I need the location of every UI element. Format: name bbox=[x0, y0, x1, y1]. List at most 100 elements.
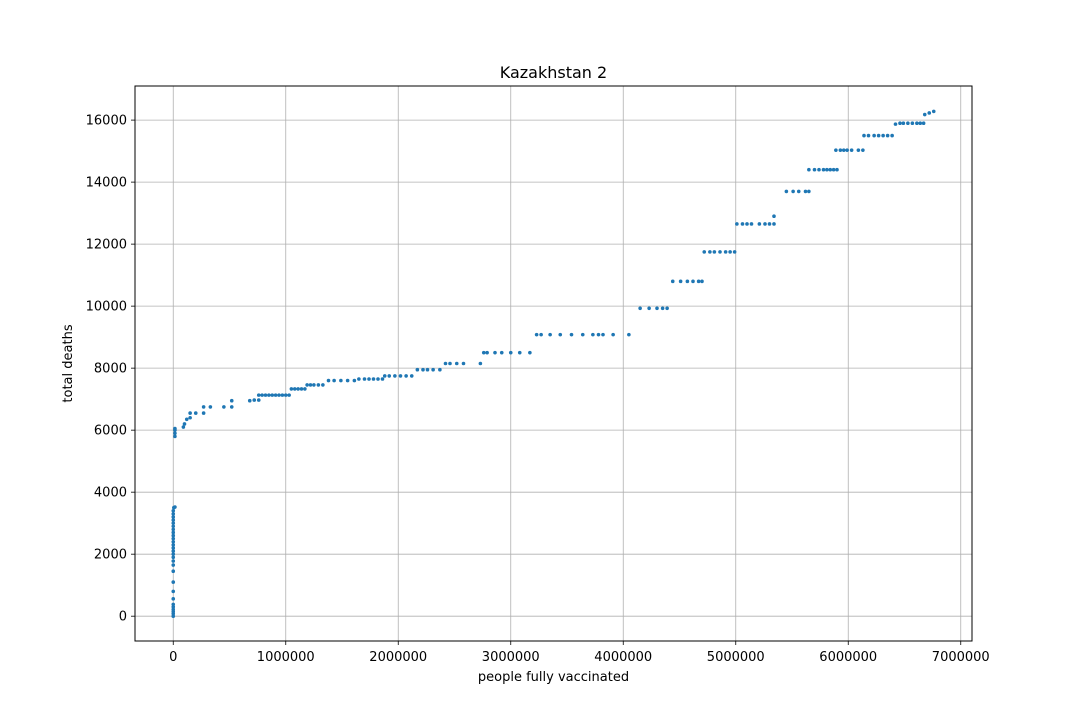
data-point bbox=[229, 405, 234, 409]
data-point bbox=[247, 398, 252, 403]
data-point bbox=[580, 332, 585, 337]
data-point bbox=[728, 250, 732, 254]
data-point bbox=[305, 383, 309, 387]
data-point bbox=[831, 167, 836, 172]
data-point bbox=[627, 332, 631, 337]
data-point bbox=[611, 332, 615, 337]
y-tick-label: 4000 bbox=[94, 486, 127, 501]
data-point bbox=[299, 387, 304, 391]
data-point bbox=[749, 222, 754, 226]
data-point bbox=[485, 350, 489, 355]
data-point bbox=[173, 426, 177, 431]
data-point bbox=[872, 133, 876, 138]
x-tick-label: 2000000 bbox=[369, 650, 427, 665]
data-point bbox=[921, 121, 926, 126]
data-point bbox=[481, 350, 486, 355]
data-point bbox=[267, 393, 271, 397]
data-point bbox=[316, 383, 321, 387]
data-point bbox=[171, 521, 176, 525]
data-point bbox=[718, 250, 722, 254]
y-tick-label: 6000 bbox=[94, 424, 127, 439]
data-point bbox=[591, 332, 595, 337]
data-point bbox=[263, 393, 268, 397]
data-point bbox=[398, 374, 403, 378]
data-point bbox=[700, 279, 704, 284]
data-point bbox=[260, 393, 264, 397]
y-axis-ticks: 0 2000 4000 6000 8000 10000 12000 14000 16000 bbox=[86, 114, 135, 625]
data-point bbox=[838, 148, 843, 152]
data-point bbox=[596, 332, 601, 337]
data-point bbox=[834, 148, 838, 152]
data-point bbox=[539, 332, 543, 337]
axes-frame bbox=[134, 85, 973, 642]
data-point bbox=[256, 398, 261, 402]
data-point bbox=[367, 377, 371, 381]
data-point bbox=[784, 189, 789, 194]
data-point bbox=[382, 374, 387, 378]
data-point bbox=[517, 350, 522, 355]
data-point bbox=[906, 121, 910, 126]
data-point bbox=[171, 512, 176, 516]
data-point bbox=[171, 539, 176, 544]
data-point bbox=[171, 515, 176, 519]
data-point bbox=[849, 148, 854, 152]
data-point bbox=[454, 361, 459, 366]
data-point bbox=[678, 279, 683, 284]
data-point bbox=[393, 374, 397, 378]
data-point bbox=[415, 367, 420, 372]
data-point bbox=[321, 383, 325, 387]
data-point bbox=[171, 536, 176, 541]
data-point bbox=[188, 415, 192, 420]
data-point bbox=[184, 417, 189, 422]
data-point bbox=[670, 279, 675, 284]
data-point bbox=[655, 306, 659, 311]
data-point bbox=[735, 222, 739, 226]
data-point bbox=[352, 378, 357, 383]
data-point bbox=[845, 148, 849, 152]
data-point bbox=[881, 133, 885, 138]
data-point bbox=[303, 387, 307, 391]
data-point bbox=[173, 505, 177, 509]
data-point bbox=[208, 405, 213, 409]
data-point bbox=[732, 250, 737, 254]
data-point bbox=[171, 563, 176, 567]
data-point bbox=[901, 121, 906, 126]
data-point bbox=[431, 367, 435, 372]
data-point bbox=[171, 602, 176, 607]
data-point bbox=[326, 378, 331, 383]
data-point bbox=[601, 332, 605, 337]
data-point bbox=[193, 411, 198, 415]
data-point bbox=[173, 434, 177, 439]
data-point bbox=[425, 367, 430, 372]
data-point bbox=[647, 306, 651, 311]
data-point bbox=[443, 361, 448, 366]
data-point bbox=[528, 350, 532, 355]
data-point bbox=[862, 133, 866, 138]
data-point bbox=[270, 393, 275, 397]
data-point bbox=[171, 607, 176, 612]
data-point bbox=[171, 597, 176, 601]
data-point bbox=[312, 383, 316, 387]
data-point bbox=[409, 374, 414, 378]
data-point bbox=[534, 332, 539, 337]
grid-layer bbox=[135, 86, 972, 641]
data-point bbox=[421, 367, 425, 372]
data-point bbox=[691, 279, 695, 284]
data-point bbox=[308, 383, 313, 387]
x-tick-label: 7000000 bbox=[932, 650, 990, 665]
data-point bbox=[898, 121, 902, 126]
data-point bbox=[404, 374, 408, 378]
data-point bbox=[569, 332, 574, 337]
data-point bbox=[201, 411, 206, 415]
data-point bbox=[332, 378, 336, 383]
data-point bbox=[345, 378, 350, 383]
data-point bbox=[910, 121, 915, 126]
x-tick-label: 6000000 bbox=[819, 650, 877, 665]
data-point bbox=[708, 250, 712, 254]
data-point bbox=[835, 167, 839, 172]
data-point bbox=[171, 549, 176, 553]
data-point bbox=[229, 398, 234, 403]
data-point bbox=[171, 546, 176, 550]
